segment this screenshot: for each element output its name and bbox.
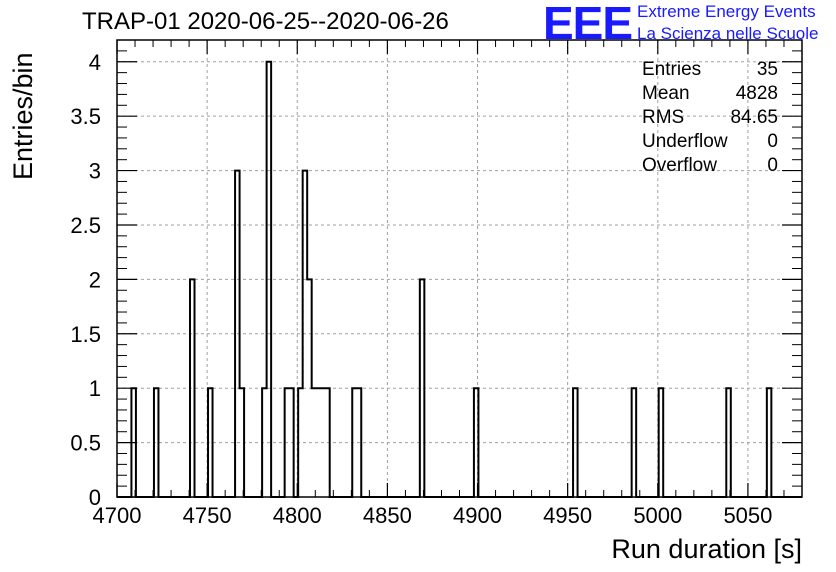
- y-axis-label: Entries/bin: [8, 52, 38, 180]
- histogram-bin: [289, 388, 294, 497]
- histogram-bin: [303, 171, 308, 497]
- stat-label: RMS: [642, 107, 685, 128]
- histogram-bin: [208, 388, 213, 497]
- y-tick-label: 1.5: [70, 322, 101, 347]
- x-tick-label: 4700: [93, 503, 142, 528]
- histogram-outline: [117, 60, 802, 498]
- stat-label: Entries: [642, 59, 702, 80]
- stat-row-mean: Mean 4828: [642, 82, 778, 106]
- stat-label: Mean: [642, 83, 690, 104]
- histogram-bin: [312, 388, 317, 497]
- stat-value: 4828: [735, 83, 778, 104]
- stat-row-overflow: Overflow 0: [642, 154, 778, 178]
- stat-value: 0: [767, 131, 778, 152]
- chart-title: TRAP-01 2020-06-25--2020-06-26: [82, 8, 449, 35]
- x-tick-label: 5050: [723, 503, 772, 528]
- eee-logo: EEE: [543, 0, 633, 49]
- y-tick-label: 2: [89, 267, 101, 292]
- histogram-bin: [285, 388, 290, 497]
- histogram-bin: [573, 388, 578, 497]
- logo-line-2: La Scienza nelle Scuole: [637, 24, 819, 43]
- x-tick-label: 4850: [363, 503, 412, 528]
- histogram-bin: [659, 388, 664, 497]
- histogram-bin: [307, 279, 312, 497]
- histogram-bin: [262, 388, 267, 497]
- y-tick-label: 3.5: [70, 104, 101, 129]
- x-tick-label: 4950: [543, 503, 592, 528]
- histogram-bin: [767, 388, 772, 497]
- histogram-bin: [420, 279, 425, 497]
- y-tick-label: 0: [89, 485, 101, 510]
- x-axis-label: Run duration [s]: [611, 534, 802, 564]
- stat-value: 84.65: [730, 107, 778, 128]
- histogram-bin: [316, 388, 321, 497]
- histogram-bin: [240, 388, 245, 497]
- histogram-bin: [267, 62, 272, 497]
- stat-value: 0: [767, 155, 778, 176]
- y-axis-ticks: 0 0.5 1 1.5 2 2.5 3 3.5 4: [70, 39, 802, 510]
- histogram-bin: [632, 388, 637, 497]
- x-tick-label: 4900: [453, 503, 502, 528]
- stat-row-entries: Entries 35: [642, 58, 778, 82]
- stat-value: 35: [756, 59, 778, 80]
- histogram-bin: [357, 388, 362, 497]
- y-tick-label: 1: [89, 376, 101, 401]
- x-axis-ticks: 4700 4750 4800 4850 4900 4950 5000 5050: [93, 40, 803, 528]
- histogram-bin: [190, 279, 195, 497]
- stat-label: Overflow: [642, 155, 717, 176]
- x-tick-label: 4750: [183, 503, 232, 528]
- histogram-bin: [726, 388, 731, 497]
- stat-label: Underflow: [642, 131, 728, 152]
- stat-row-underflow: Underflow 0: [642, 130, 778, 154]
- y-tick-label: 4: [89, 50, 101, 75]
- histogram-bin: [298, 388, 303, 497]
- histogram-bin: [321, 388, 326, 497]
- stats-box: Entries 35 Mean 4828 RMS 84.65 Underflow…: [642, 58, 778, 178]
- histogram-bin: [154, 388, 159, 497]
- x-tick-label: 5000: [633, 503, 682, 528]
- logo-line-1: Extreme Energy Events: [637, 2, 816, 21]
- histogram-bin: [352, 388, 357, 497]
- histogram-bin: [131, 388, 136, 497]
- x-tick-label: 4800: [273, 503, 322, 528]
- y-tick-label: 0.5: [70, 431, 101, 456]
- stat-row-rms: RMS 84.65: [642, 106, 778, 130]
- histogram-bin: [235, 171, 240, 497]
- y-tick-label: 3: [89, 159, 101, 184]
- y-tick-label: 2.5: [70, 213, 101, 238]
- histogram-bin: [474, 388, 479, 497]
- histogram-bin: [325, 388, 330, 497]
